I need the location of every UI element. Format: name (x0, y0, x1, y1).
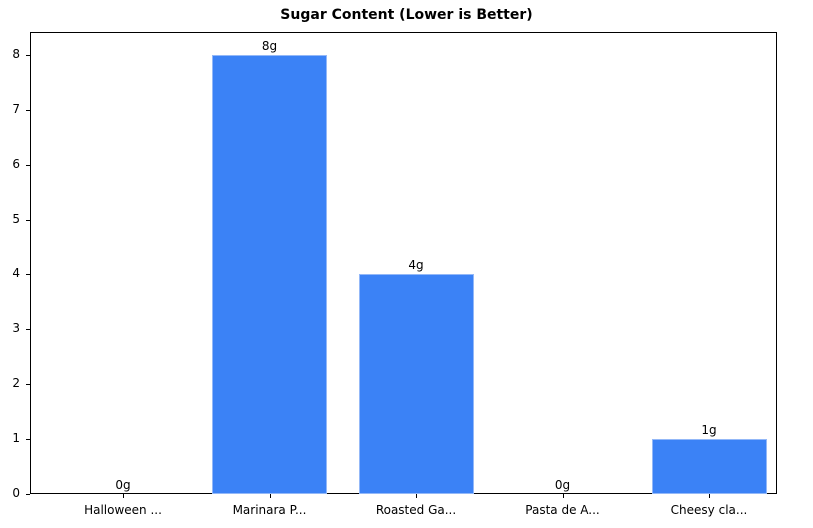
y-tick-label: 0 (12, 486, 20, 500)
x-tick-label: Pasta de A... (525, 503, 600, 517)
x-tick-mark (123, 494, 124, 498)
x-tick-label: Halloween ... (84, 503, 162, 517)
x-tick-mark (416, 494, 417, 498)
bar (212, 54, 327, 494)
y-tick-mark (26, 494, 30, 495)
bar-value-label: 0g (115, 478, 131, 492)
bar-value-label: 4g (408, 258, 424, 273)
y-tick-mark (26, 219, 30, 221)
y-tick-label: 7 (12, 101, 20, 116)
x-tick-label: Cheesy cla... (670, 503, 748, 517)
y-tick-label: 1 (12, 431, 20, 446)
x-tick-label: Roasted Ga... (375, 503, 457, 517)
y-tick-label: 6 (12, 156, 20, 171)
y-tick-mark (26, 329, 30, 331)
bar (358, 274, 474, 494)
y-tick-label: 2 (12, 376, 20, 391)
chart-title: Sugar Content (Lower is Better) (280, 7, 533, 23)
x-tick-label: Marinara P... (232, 503, 307, 517)
bar-value-label: 0g (554, 478, 571, 492)
y-tick-mark (26, 274, 30, 276)
y-tick-label: 3 (12, 321, 20, 336)
y-tick-mark (26, 109, 30, 111)
y-tick-mark (26, 384, 30, 386)
bar (651, 439, 767, 494)
x-tick-mark (562, 494, 564, 498)
bar-value-label: 8g (261, 38, 278, 53)
y-tick-label: 4 (12, 266, 20, 281)
y-tick-mark (26, 54, 30, 56)
y-tick-mark (26, 439, 30, 441)
y-tick-label: 8 (12, 46, 20, 61)
bar-value-label: 1g (701, 423, 717, 438)
y-tick-label: 5 (12, 211, 20, 226)
y-tick-mark (26, 164, 30, 166)
x-tick-mark (269, 494, 271, 498)
x-tick-mark (709, 494, 710, 498)
